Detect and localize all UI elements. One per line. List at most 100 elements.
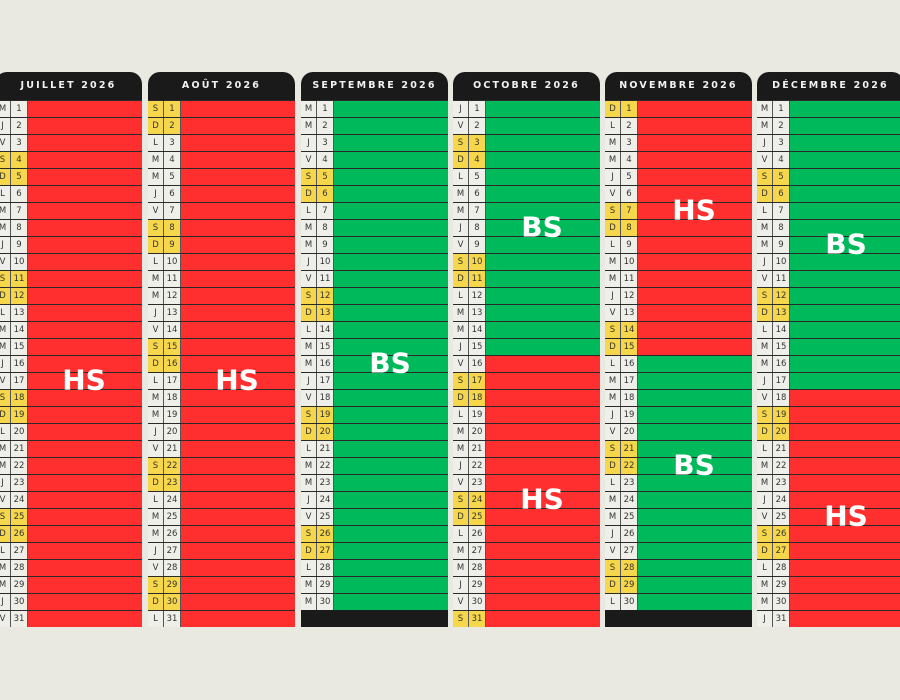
day-number: 14 (773, 322, 790, 338)
day-number: 19 (164, 407, 181, 423)
day-row: J 20 (148, 423, 295, 440)
day-row: V 16 (453, 355, 600, 372)
low-season-bar (638, 424, 752, 440)
day-number: 2 (317, 118, 334, 134)
high-season-bar (28, 458, 142, 474)
day-row: V 13 (605, 304, 752, 321)
weekday-letter: V (453, 118, 469, 134)
day-number: 12 (11, 288, 28, 304)
low-season-bar (334, 543, 448, 559)
low-season-bar (486, 101, 600, 117)
weekday-letter: L (0, 186, 11, 202)
weekday-letter: V (0, 611, 11, 627)
day-number: 10 (11, 254, 28, 270)
low-season-bar (790, 305, 900, 321)
weekday-letter: L (0, 305, 11, 321)
weekday-letter: J (757, 135, 773, 151)
low-season-bar (790, 152, 900, 168)
high-season-bar (638, 339, 752, 355)
day-row: M 11 (148, 270, 295, 287)
high-season-bar (181, 543, 295, 559)
weekday-letter: L (0, 543, 11, 559)
day-number: 26 (469, 526, 486, 542)
high-season-bar (181, 492, 295, 508)
day-row: J 17 (301, 372, 448, 389)
weekday-letter: M (453, 543, 469, 559)
weekday-letter: D (148, 594, 164, 610)
day-number: 28 (11, 560, 28, 576)
low-season-bar (790, 237, 900, 253)
day-number: 21 (11, 441, 28, 457)
day-number: 23 (11, 475, 28, 491)
high-season-bar (181, 101, 295, 117)
high-season-bar (28, 237, 142, 253)
weekday-letter: M (605, 492, 621, 508)
weekday-letter: D (301, 305, 317, 321)
high-season-bar (181, 526, 295, 542)
low-season-bar (334, 509, 448, 525)
weekday-letter: S (453, 611, 469, 627)
day-number: 24 (317, 492, 334, 508)
low-season-bar (334, 458, 448, 474)
day-number: 9 (773, 237, 790, 253)
day-number: 10 (317, 254, 334, 270)
day-row: J 23 (0, 474, 142, 491)
day-number: 27 (164, 543, 181, 559)
day-number: 22 (621, 458, 638, 474)
weekday-letter: V (605, 424, 621, 440)
day-row: M 29 (757, 576, 900, 593)
high-season-bar (486, 560, 600, 576)
day-row: S 26 (301, 525, 448, 542)
weekday-letter: V (148, 322, 164, 338)
day-number: 21 (773, 441, 790, 457)
weekday-letter: M (453, 424, 469, 440)
day-row: D 26 (0, 525, 142, 542)
weekday-letter: M (453, 560, 469, 576)
weekday-letter: D (148, 475, 164, 491)
day-number: 6 (469, 186, 486, 202)
weekday-letter: J (453, 458, 469, 474)
day-row: J 10 (301, 253, 448, 270)
high-season-bar (28, 305, 142, 321)
high-season-bar (486, 458, 600, 474)
day-row: S 11 (0, 270, 142, 287)
weekday-letter: V (453, 237, 469, 253)
day-number: 3 (773, 135, 790, 151)
empty-row (605, 610, 752, 627)
weekday-letter: S (301, 288, 317, 304)
day-row: D 11 (453, 270, 600, 287)
weekday-letter: L (757, 203, 773, 219)
high-season-bar (28, 441, 142, 457)
weekday-letter: J (148, 543, 164, 559)
day-number: 26 (11, 526, 28, 542)
low-season-bar (486, 220, 600, 236)
empty-row (301, 610, 448, 627)
low-season-bar (790, 373, 900, 389)
high-season-bar (181, 152, 295, 168)
weekday-letter: J (301, 135, 317, 151)
day-number: 27 (469, 543, 486, 559)
weekday-letter: J (148, 305, 164, 321)
high-season-bar (181, 339, 295, 355)
month-title: SEPTEMBRE 2026 (312, 80, 437, 91)
day-number: 29 (164, 577, 181, 593)
high-season-bar (28, 577, 142, 593)
high-season-bar (181, 594, 295, 610)
day-number: 18 (773, 390, 790, 406)
day-number: 10 (621, 254, 638, 270)
weekday-letter: M (757, 101, 773, 117)
day-number: 9 (317, 237, 334, 253)
day-number: 24 (11, 492, 28, 508)
day-number: 22 (11, 458, 28, 474)
low-season-bar (486, 169, 600, 185)
low-season-bar (334, 475, 448, 491)
high-season-bar (638, 220, 752, 236)
day-number: 1 (317, 101, 334, 117)
